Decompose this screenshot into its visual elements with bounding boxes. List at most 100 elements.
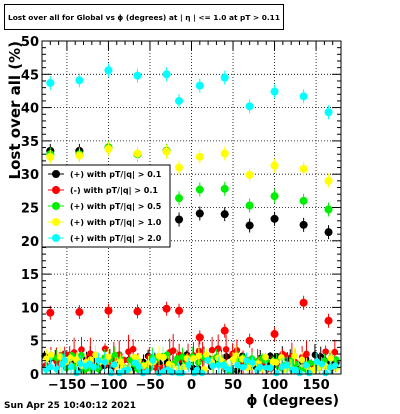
low-band-marker: [183, 355, 191, 362]
low-band-marker: [303, 350, 310, 358]
data-point: [75, 76, 84, 85]
data-point: [220, 210, 229, 219]
low-band-marker: [104, 353, 112, 361]
low-band-marker: [47, 363, 54, 371]
x-tick-label: 50: [224, 378, 242, 393]
low-band-marker: [222, 346, 230, 353]
low-band-marker: [193, 366, 201, 374]
low-band-marker: [239, 363, 247, 371]
low-band-marker: [195, 352, 203, 360]
legend: (+) with pT/|q| > 0.1 (-) with pT/|q| > 0…: [41, 164, 171, 248]
data-point: [220, 73, 229, 82]
low-band-marker: [76, 360, 84, 367]
low-band-marker: [278, 363, 286, 371]
grid: [42, 41, 341, 374]
low-band-marker: [61, 357, 69, 364]
low-band-marker: [272, 359, 280, 366]
low-band-marker: [185, 361, 192, 369]
x-tick-label: 150: [303, 378, 330, 393]
low-band-marker: [331, 348, 339, 356]
data-point: [299, 92, 308, 101]
low-band-marker: [78, 346, 85, 353]
low-band-marker: [107, 369, 115, 377]
data-point: [245, 201, 254, 210]
legend-label: (-) with pT/|q| > 0.1: [70, 186, 158, 195]
low-band-marker: [262, 353, 269, 361]
low-band-marker: [209, 362, 216, 370]
low-band-marker: [214, 345, 222, 352]
data-point: [133, 307, 142, 316]
data-point: [162, 70, 171, 79]
legend-marker: [52, 186, 60, 194]
data-point: [75, 308, 84, 317]
tick-labels: −150 −100 −50 0 50 100 150 0 5 10 15 20 25 30 35 40 45 50: [21, 35, 330, 393]
data-point: [104, 66, 113, 75]
data-point: [324, 176, 333, 185]
x-axis-label: ϕ (degrees): [246, 393, 339, 409]
low-band-marker: [101, 358, 109, 366]
low-band-marker: [298, 356, 306, 364]
low-band-marker: [327, 355, 335, 362]
data-point: [270, 161, 279, 170]
y-tick-label: 0: [30, 368, 39, 383]
low-band-marker: [208, 346, 216, 354]
low-band-marker: [169, 347, 177, 355]
low-band-marker: [47, 351, 55, 359]
low-band-marker: [168, 369, 176, 376]
data-point: [175, 194, 184, 203]
y-tick-label: 15: [21, 268, 39, 283]
data-point: [195, 333, 204, 342]
data-point: [75, 151, 84, 160]
data-point: [324, 316, 333, 325]
low-band-marker: [302, 361, 310, 369]
low-band-marker: [204, 357, 212, 364]
low-band-marker: [160, 353, 167, 361]
low-band-marker: [292, 360, 299, 368]
y-tick-label: 20: [21, 235, 39, 250]
data-point: [220, 326, 229, 335]
data-point: [162, 304, 171, 313]
low-band-marker: [87, 350, 94, 357]
data-point: [195, 185, 204, 194]
y-axis-label: Lost over all (%): [6, 41, 24, 179]
low-band-marker: [155, 369, 163, 377]
low-band-marker: [326, 364, 334, 371]
low-band-marker: [110, 361, 118, 368]
data-point: [175, 306, 184, 315]
x-tick-label: 0: [187, 378, 196, 393]
data-point: [299, 196, 308, 205]
low-band-marker: [233, 347, 241, 354]
y-tick-label: 25: [21, 202, 39, 217]
data-point: [270, 192, 279, 201]
data-point: [270, 214, 279, 223]
low-band-marker: [73, 369, 80, 377]
low-band-marker: [273, 369, 280, 377]
low-band-marker: [318, 360, 325, 368]
data-point: [324, 205, 333, 214]
low-band-marker: [215, 361, 222, 369]
low-band-marker: [144, 368, 151, 375]
legend-label: (+) with pT/|q| > 0.1: [70, 170, 162, 179]
data-point: [245, 336, 254, 345]
low-band-marker: [67, 363, 75, 371]
data-point: [195, 209, 204, 218]
low-band-marker: [322, 369, 329, 377]
chart-title: Lost over all for Global vs ϕ (degrees) …: [4, 4, 284, 30]
data-point: [245, 221, 254, 230]
low-band-marker: [129, 345, 137, 353]
low-band-marker: [135, 363, 143, 371]
x-tick-label: −150: [48, 378, 86, 393]
data-point: [195, 152, 204, 161]
low-band-marker: [92, 351, 99, 359]
low-band: [41, 333, 340, 377]
data-point: [46, 308, 55, 317]
data-point: [175, 215, 184, 224]
y-tick-label: 30: [21, 168, 39, 183]
data-point: [133, 71, 142, 80]
data-point: [195, 81, 204, 90]
low-band-marker: [267, 364, 274, 372]
legend-marker: [52, 170, 60, 178]
low-band-marker: [117, 358, 125, 365]
data-point: [220, 149, 229, 158]
